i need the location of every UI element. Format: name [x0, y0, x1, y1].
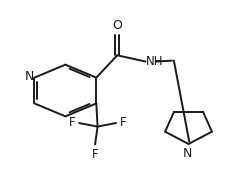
- Text: N: N: [24, 70, 34, 83]
- Text: F: F: [92, 148, 98, 161]
- Text: N: N: [183, 147, 192, 160]
- Text: O: O: [112, 19, 122, 32]
- Text: F: F: [68, 116, 75, 129]
- Text: F: F: [120, 116, 126, 129]
- Text: NH: NH: [146, 55, 164, 68]
